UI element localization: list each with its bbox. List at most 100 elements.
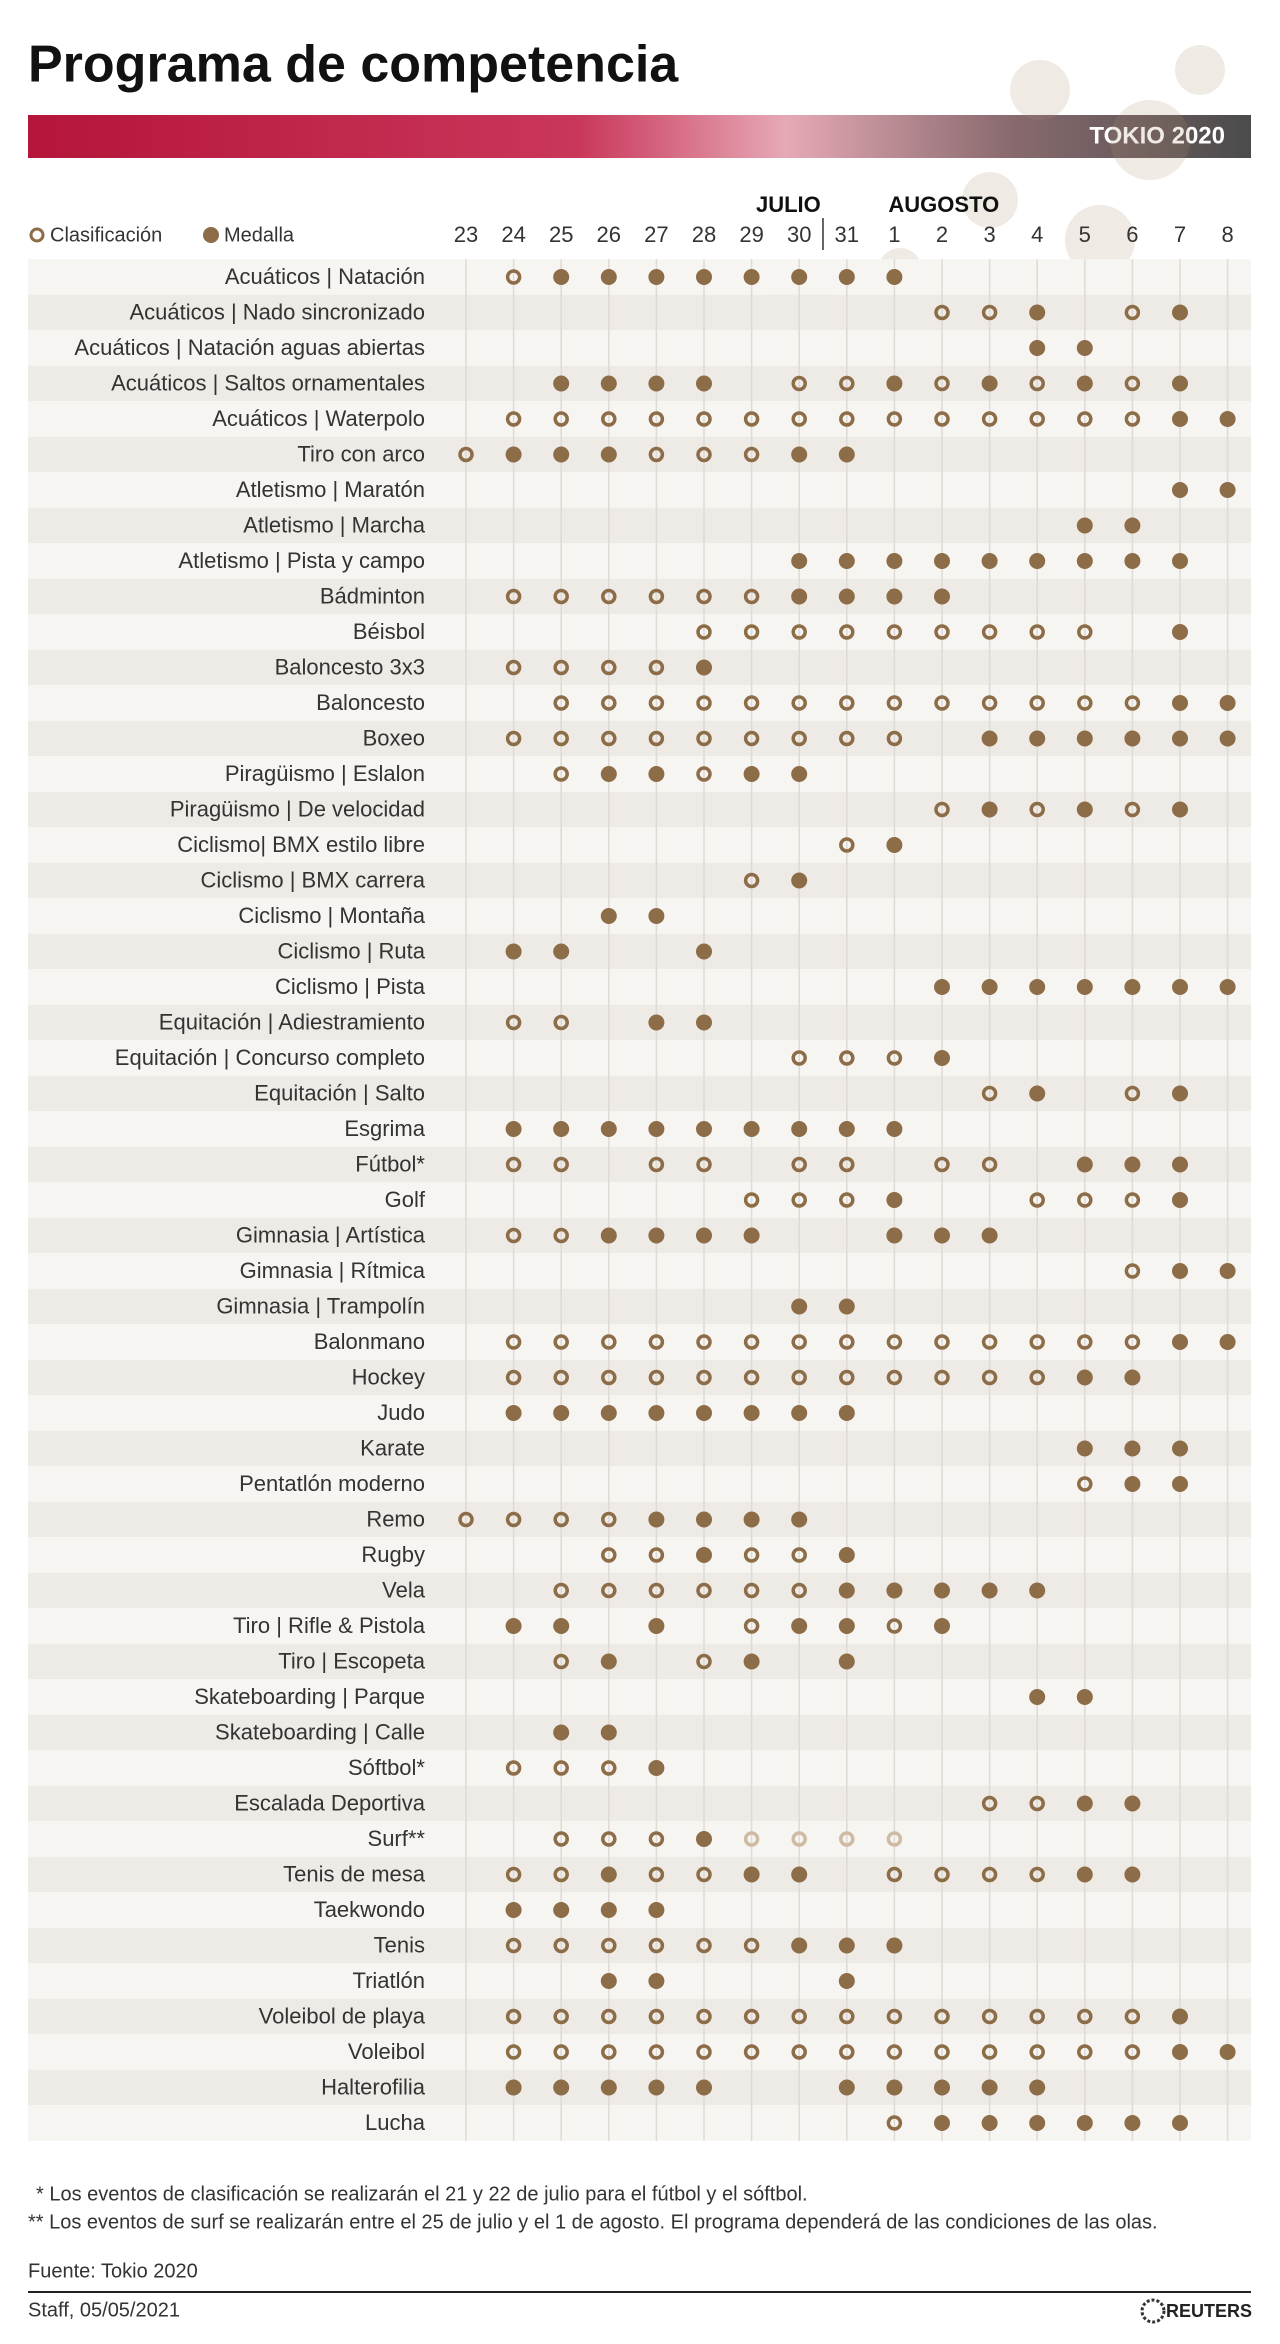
qualification-event — [934, 2008, 950, 2025]
day-label: 29 — [739, 222, 763, 247]
row-band — [28, 1111, 1251, 1147]
footnote: * Los eventos de clasificación se realiz… — [36, 2183, 808, 2205]
qualification-event — [1029, 695, 1045, 711]
qualification-event — [696, 411, 712, 427]
qualification-event — [791, 1156, 807, 1173]
day-label: 2 — [936, 222, 948, 247]
qualification-event — [1077, 411, 1093, 427]
row-band — [28, 969, 1251, 1005]
qualification-event — [743, 1618, 760, 1634]
medal-event — [696, 1227, 712, 1244]
row-band — [28, 720, 1251, 757]
qualification-event — [1029, 801, 1045, 818]
qualification-event — [743, 1547, 760, 1563]
sport-label: Piragüismo | De velocidad — [170, 796, 425, 821]
medal-event — [1029, 2079, 1046, 2096]
qualification-event — [886, 2115, 903, 2131]
medal-event — [1172, 1440, 1188, 1457]
tentative-event — [743, 1831, 760, 1847]
qualification-event — [1077, 624, 1093, 640]
medal-event — [553, 943, 570, 960]
qualification-event — [1029, 1192, 1045, 1208]
qualification-event — [839, 411, 855, 427]
qualification-event — [886, 1618, 903, 1634]
qualification-event — [458, 1511, 474, 1528]
qualification-event — [648, 411, 665, 427]
qualification-event — [696, 624, 712, 640]
medal-event — [886, 1192, 903, 1208]
row-band — [28, 1395, 1251, 1431]
qualification-event — [1029, 1334, 1045, 1350]
medal-event — [600, 1866, 617, 1883]
row-band — [28, 1253, 1251, 1289]
medal-event — [1076, 517, 1093, 534]
qualification-event — [1124, 2008, 1141, 2025]
qualification-event — [601, 588, 617, 605]
medal-event — [600, 766, 617, 782]
qualification-event — [553, 1511, 569, 1528]
medal-event — [838, 1582, 855, 1599]
sport-label: Ciclismo | Ruta — [277, 938, 425, 963]
medal-event — [1124, 2115, 1141, 2131]
medal-event — [838, 1973, 855, 1989]
medal-event — [1124, 979, 1141, 995]
qualification-event — [886, 1369, 903, 1386]
row-band — [28, 756, 1251, 792]
qualification-event — [743, 2008, 760, 2025]
medal-event — [505, 1405, 522, 1421]
medal-event — [1076, 553, 1093, 569]
qualification-event — [743, 624, 760, 640]
medal-event — [505, 2079, 522, 2096]
medal-event — [553, 1121, 570, 1137]
qualification-event — [505, 1511, 522, 1528]
sport-label: Sóftbol* — [348, 1755, 425, 1780]
qualification-event — [553, 1937, 569, 1954]
medal-event — [791, 1298, 808, 1315]
medal-event — [600, 446, 617, 463]
medal-event — [886, 553, 903, 569]
qualification-event — [601, 411, 617, 427]
qualification-event — [934, 2044, 950, 2060]
sport-label: Taekwondo — [314, 1897, 425, 1922]
medal-event — [791, 1511, 808, 1528]
row-band — [28, 1004, 1251, 1041]
sport-label: Triatlón — [352, 1968, 425, 1993]
row-band — [28, 1466, 1251, 1502]
medal-event — [1029, 340, 1046, 356]
sport-label: Ciclismo | BMX carrera — [200, 867, 425, 892]
medal-event — [505, 943, 522, 960]
qualification-event — [696, 1653, 712, 1670]
qualification-event — [981, 1334, 998, 1350]
row-band — [28, 1430, 1251, 1467]
qualification-event — [696, 446, 712, 463]
qualification-event — [1029, 2008, 1045, 2025]
medal-event — [981, 1582, 998, 1599]
medal-event — [1172, 2115, 1188, 2131]
qualification-event — [743, 411, 760, 427]
qualification-event — [981, 624, 998, 640]
qualification-event — [1124, 1263, 1141, 1279]
sport-label: Equitación | Salto — [254, 1080, 425, 1105]
qualification-event — [981, 2044, 998, 2060]
medal-event — [838, 588, 855, 605]
day-label: 4 — [1031, 222, 1043, 247]
qualification-event — [981, 411, 998, 427]
medal-event — [838, 269, 855, 285]
row-band — [28, 507, 1251, 544]
medal-event — [934, 979, 950, 995]
qualification-event — [601, 1334, 617, 1350]
qualification-event — [743, 695, 760, 711]
row-band — [28, 898, 1251, 934]
qualification-event — [648, 1334, 665, 1350]
qualification-event — [648, 1582, 665, 1599]
medal-event — [1172, 411, 1188, 427]
qualification-event — [743, 1192, 760, 1208]
qualification-event — [696, 1334, 712, 1350]
qualification-event — [696, 766, 712, 782]
medal-event — [1029, 1582, 1046, 1599]
credit: Staff, 05/05/2021 — [28, 2299, 180, 2321]
medal-event — [981, 2115, 998, 2131]
qualification-event — [696, 2008, 712, 2025]
medal-event — [600, 1227, 617, 1244]
medal-event — [791, 1866, 808, 1883]
